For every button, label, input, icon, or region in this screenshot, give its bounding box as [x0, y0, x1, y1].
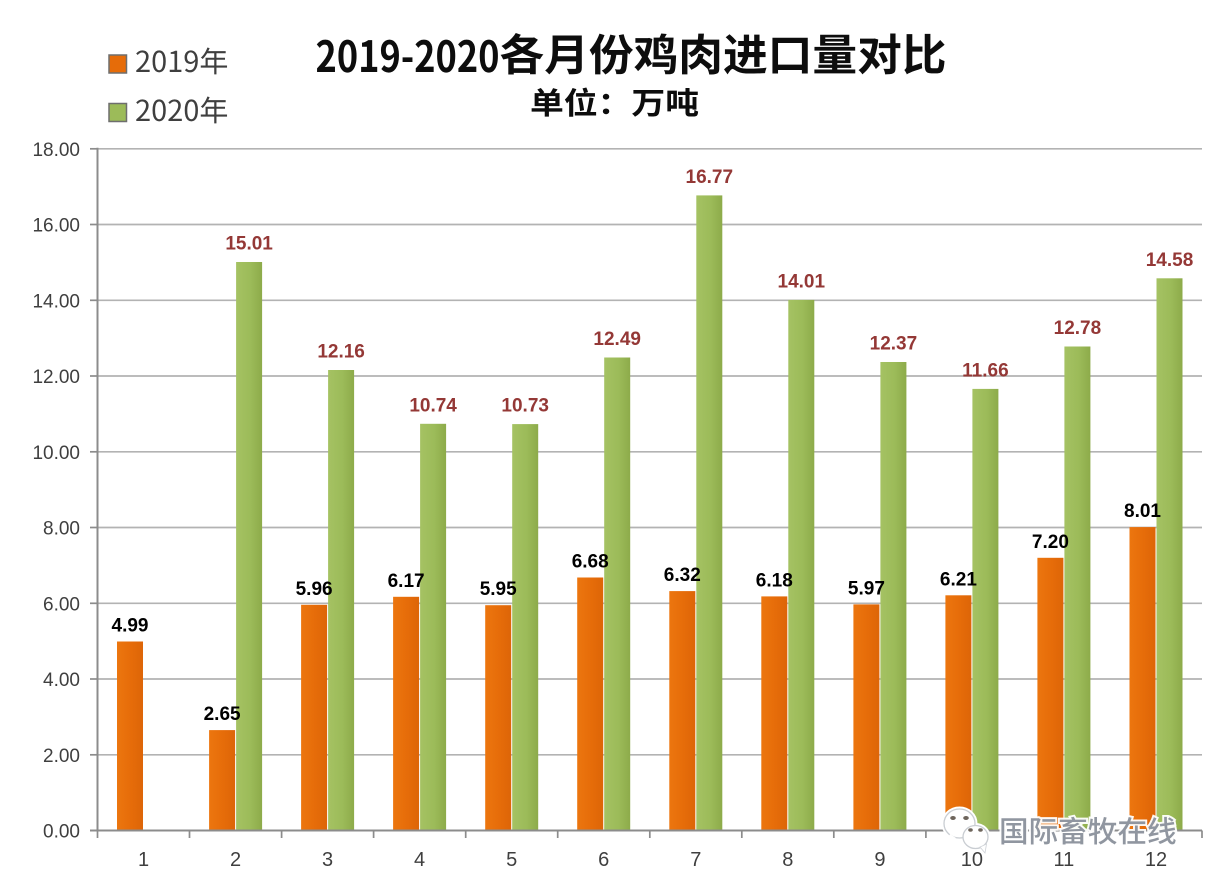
- svg-text:6.17: 6.17: [388, 571, 425, 592]
- svg-text:8.00: 8.00: [43, 519, 80, 540]
- svg-text:14.01: 14.01: [778, 271, 826, 292]
- svg-text:5: 5: [506, 849, 517, 871]
- svg-text:4.99: 4.99: [112, 616, 149, 637]
- svg-text:15.01: 15.01: [225, 234, 273, 255]
- svg-text:8: 8: [782, 849, 793, 871]
- svg-text:10.74: 10.74: [409, 395, 457, 416]
- svg-text:7.20: 7.20: [1032, 532, 1069, 553]
- svg-text:11: 11: [1054, 849, 1075, 871]
- svg-text:14.00: 14.00: [32, 291, 80, 312]
- svg-text:9: 9: [874, 849, 885, 871]
- svg-text:7: 7: [690, 849, 701, 871]
- svg-text:10: 10: [961, 849, 983, 871]
- svg-text:11.66: 11.66: [962, 360, 1009, 381]
- svg-text:0.00: 0.00: [43, 822, 80, 843]
- svg-text:4: 4: [414, 849, 425, 871]
- svg-text:2.00: 2.00: [43, 746, 80, 767]
- svg-text:10.73: 10.73: [501, 396, 549, 417]
- svg-text:6.68: 6.68: [572, 552, 609, 573]
- svg-text:12.16: 12.16: [317, 342, 365, 363]
- svg-text:12.00: 12.00: [32, 367, 80, 388]
- svg-text:6.32: 6.32: [664, 565, 701, 586]
- svg-text:1: 1: [138, 849, 149, 871]
- svg-text:18.00: 18.00: [32, 140, 80, 161]
- svg-text:4.00: 4.00: [43, 670, 80, 691]
- svg-text:2.65: 2.65: [204, 704, 241, 725]
- svg-text:16.00: 16.00: [32, 216, 80, 237]
- svg-text:12.37: 12.37: [870, 334, 918, 355]
- svg-text:16.77: 16.77: [686, 167, 734, 188]
- svg-text:12: 12: [1145, 849, 1167, 871]
- svg-text:5.95: 5.95: [480, 579, 517, 600]
- svg-text:6.18: 6.18: [756, 570, 793, 591]
- svg-text:12.49: 12.49: [593, 329, 641, 350]
- svg-text:2: 2: [230, 849, 241, 871]
- svg-text:8.01: 8.01: [1124, 501, 1161, 522]
- svg-text:5.97: 5.97: [848, 578, 885, 599]
- svg-text:6: 6: [598, 849, 609, 871]
- svg-text:6.00: 6.00: [43, 594, 80, 615]
- svg-text:12.78: 12.78: [1054, 318, 1102, 339]
- svg-text:5.96: 5.96: [296, 579, 333, 600]
- svg-text:3: 3: [322, 849, 333, 871]
- svg-text:10.00: 10.00: [32, 443, 80, 464]
- svg-text:6.21: 6.21: [940, 569, 977, 590]
- svg-text:14.58: 14.58: [1146, 250, 1194, 271]
